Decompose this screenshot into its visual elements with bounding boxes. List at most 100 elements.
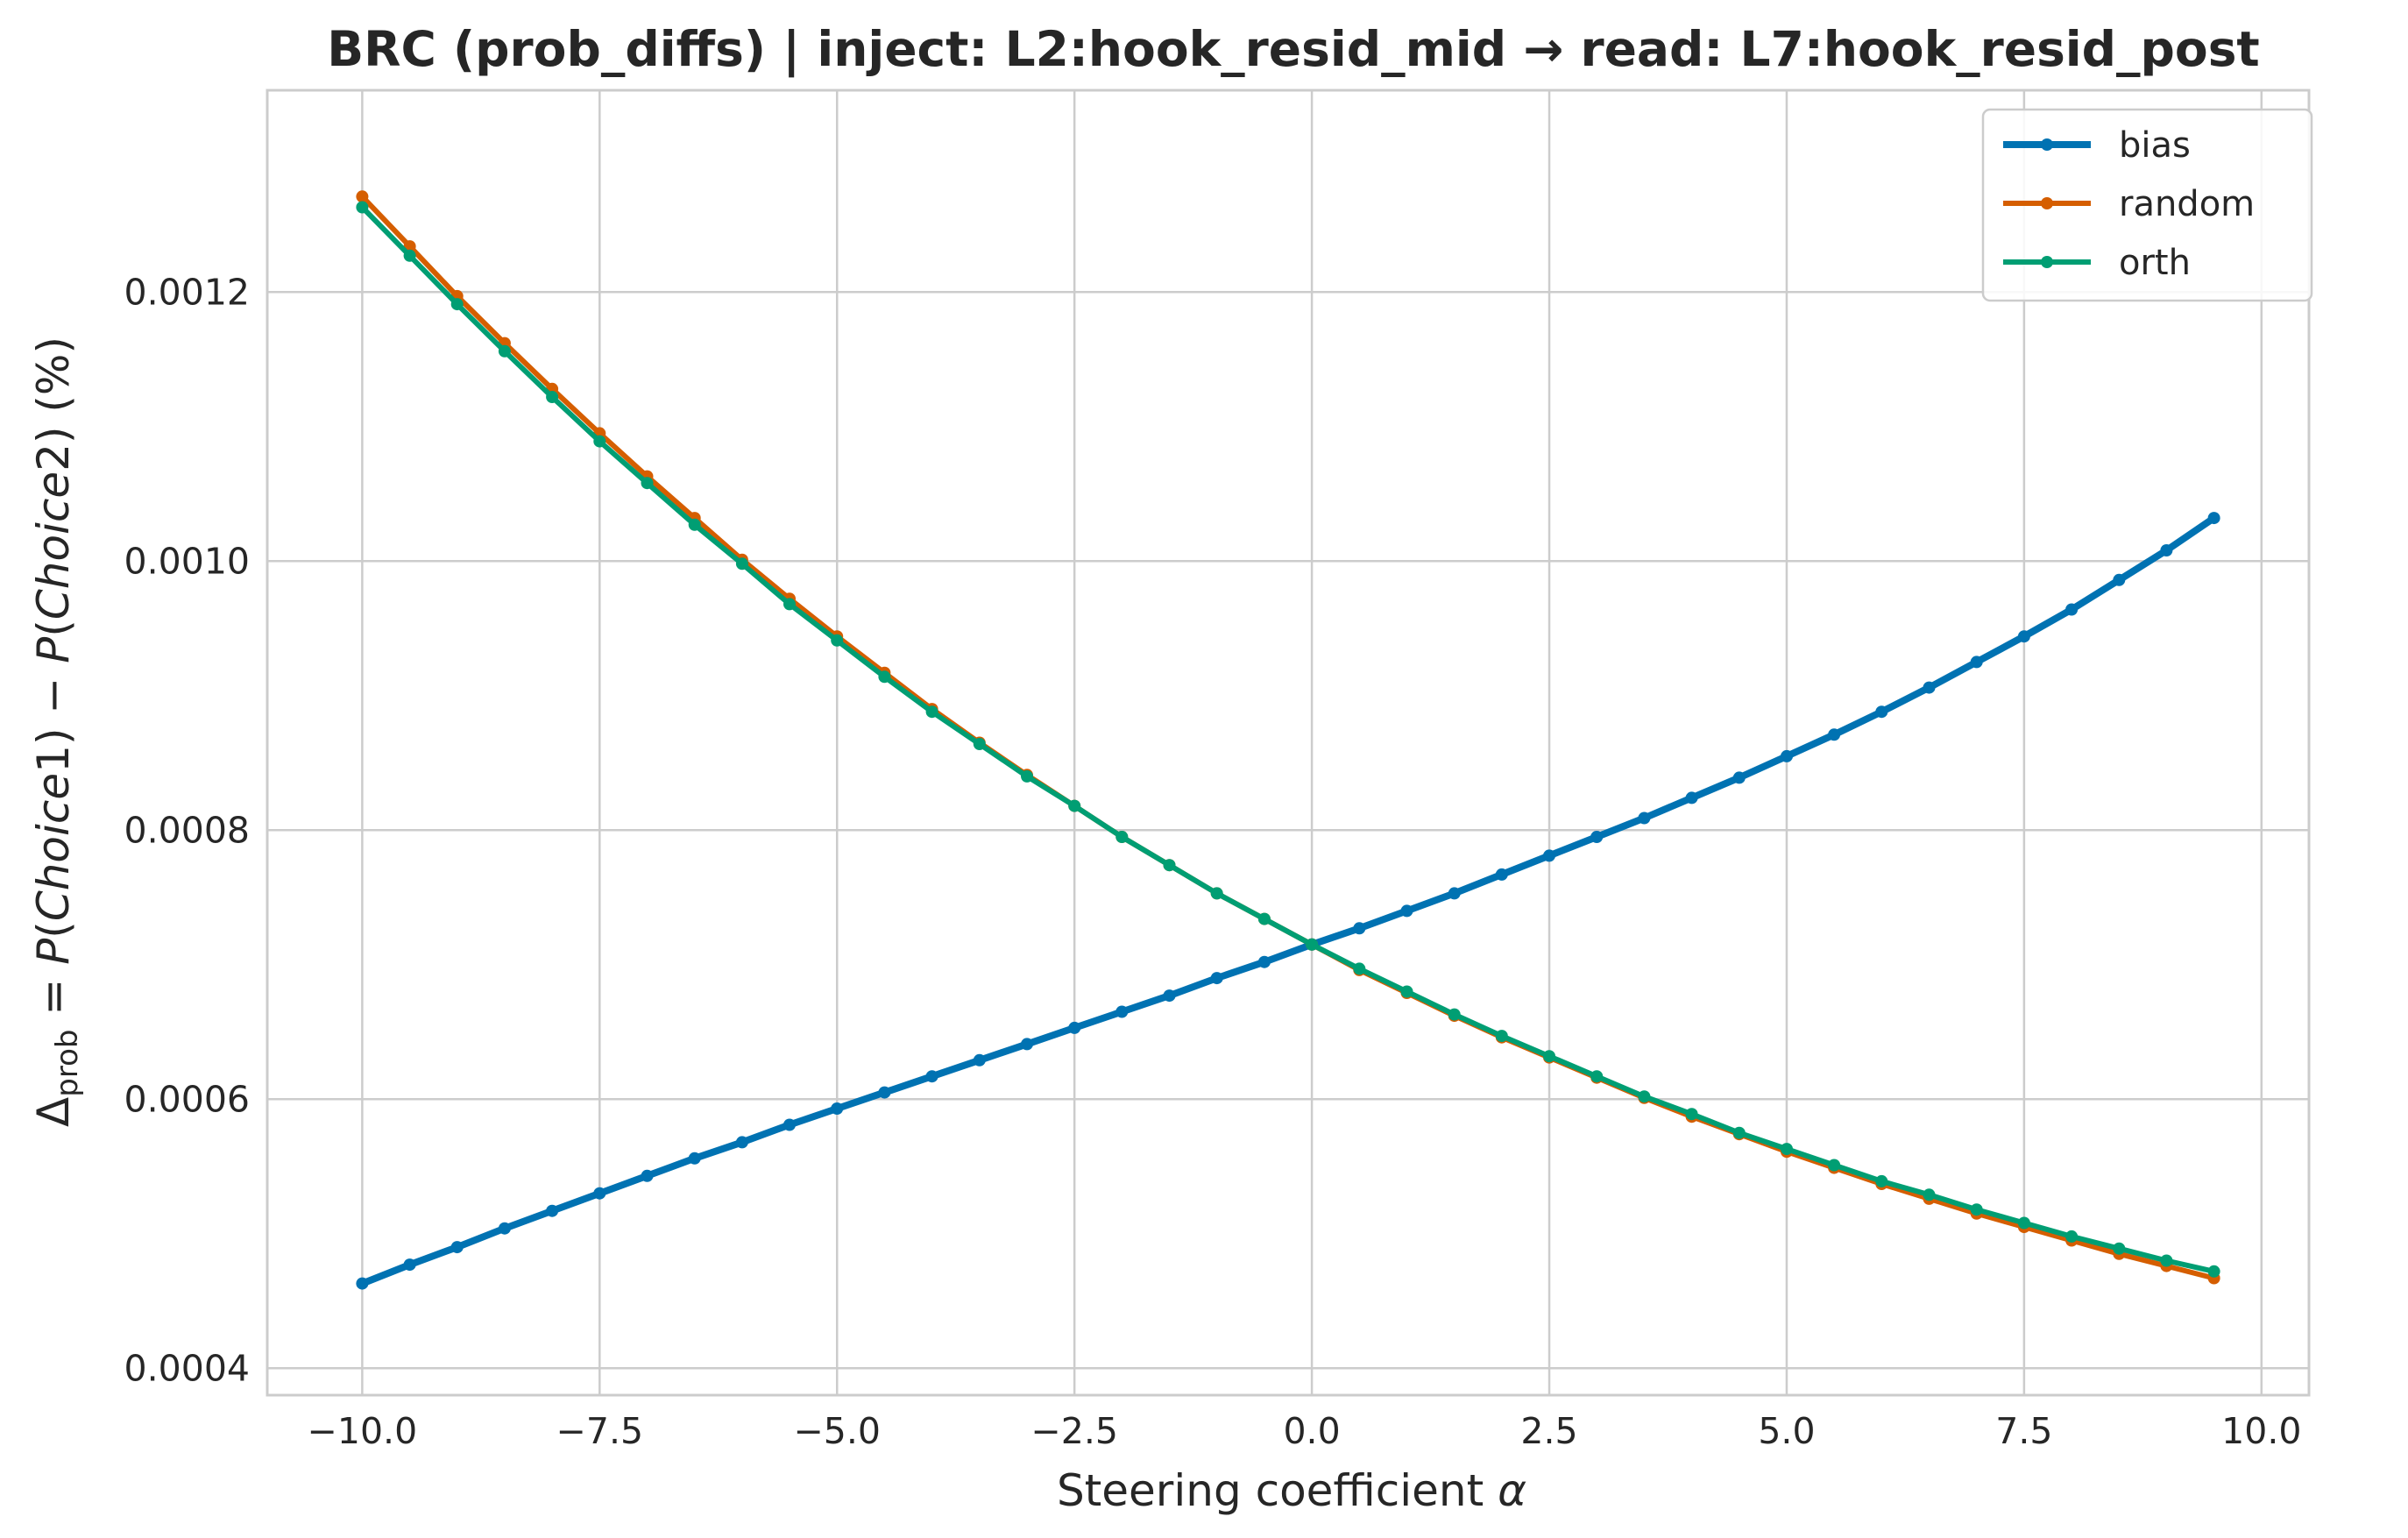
data-point-orth: [878, 670, 891, 684]
data-point-bias: [593, 1187, 606, 1200]
x-tick-label: 2.5: [1520, 1410, 1577, 1452]
data-point-bias: [2065, 603, 2079, 616]
data-point-orth: [735, 557, 748, 571]
data-point-orth: [1448, 1008, 1461, 1021]
data-point-orth: [1257, 912, 1271, 925]
y-label-two: 2: [28, 443, 79, 471]
data-point-orth: [1970, 1203, 1983, 1216]
data-point-bias: [1543, 849, 1555, 862]
legend-label: bias: [2119, 125, 2191, 166]
data-point-bias: [2113, 573, 2126, 586]
data-point-bias: [356, 1277, 369, 1290]
data-point-bias: [1163, 989, 1176, 1003]
data-point-bias: [1638, 812, 1651, 825]
data-point-bias: [973, 1053, 986, 1067]
series-line-orth: [359, 204, 2217, 1274]
data-point-orth: [1875, 1174, 1888, 1187]
y-label-close2: ): [28, 426, 79, 443]
data-point-orth: [1495, 1030, 1508, 1043]
data-point-bias: [1781, 749, 1793, 762]
legend-swatch-marker: [2041, 138, 2053, 151]
x-axis-label-text: Steering coefficient: [1057, 1465, 1498, 1516]
data-point-bias: [1448, 887, 1461, 900]
data-point-orth: [1163, 859, 1176, 872]
data-point-orth: [1590, 1070, 1604, 1083]
series-bias: [356, 512, 2220, 1290]
data-point-orth: [2207, 1265, 2220, 1278]
data-point-bias: [1400, 904, 1413, 918]
data-point-bias: [1495, 868, 1508, 881]
legend-swatch-marker: [2041, 197, 2053, 209]
y-label-minus: −: [28, 663, 79, 728]
legend-box: [1981, 108, 2313, 302]
y-label-close1: ): [28, 728, 79, 746]
data-point-bias: [2160, 544, 2173, 556]
y-label-one: 1: [28, 745, 79, 773]
x-tick-label: −7.5: [556, 1410, 644, 1452]
data-point-bias: [1923, 681, 1936, 694]
legend-label: random: [2119, 184, 2255, 224]
data-point-orth: [1068, 799, 1081, 812]
data-point-orth: [831, 634, 844, 647]
data-point-bias: [498, 1222, 511, 1235]
y-label-p2: P: [28, 636, 79, 663]
data-point-orth: [403, 249, 416, 262]
y-tick-label: 0.0010: [124, 540, 250, 582]
data-point-orth: [1400, 985, 1413, 998]
data-point-bias: [1068, 1021, 1081, 1034]
y-tick-label: 0.0008: [124, 809, 250, 851]
legend-item-bias: bias: [2003, 125, 2191, 166]
legend-label: orth: [2119, 243, 2191, 283]
data-point-orth: [2113, 1242, 2126, 1255]
data-point-orth: [2017, 1216, 2030, 1230]
y-label-choice1: Choice: [28, 773, 79, 921]
data-point-bias: [1021, 1038, 1033, 1051]
data-point-orth: [1306, 938, 1319, 951]
x-tick-label: 10.0: [2221, 1410, 2301, 1452]
data-point-bias: [1115, 1005, 1129, 1018]
x-tick-label: −2.5: [1030, 1410, 1118, 1452]
data-point-bias: [1590, 831, 1604, 843]
data-point-random: [356, 190, 369, 203]
legend-swatch-marker: [2041, 256, 2053, 268]
data-point-orth: [641, 477, 654, 490]
data-point-orth: [450, 298, 464, 311]
data-point-orth: [688, 518, 701, 531]
plot-area: [266, 89, 2311, 1397]
y-label-delta: Δ: [28, 1097, 79, 1127]
data-point-orth: [1638, 1090, 1651, 1103]
data-point-bias: [925, 1070, 938, 1083]
y-tick-label: 0.0012: [124, 271, 250, 313]
y-label-open2: (: [28, 620, 79, 637]
y-label-subscript: prob: [50, 1030, 85, 1097]
data-point-orth: [1543, 1050, 1555, 1063]
data-point-bias: [1828, 728, 1841, 741]
data-point-bias: [1970, 656, 1983, 669]
data-point-orth: [2065, 1230, 2079, 1243]
data-point-orth: [1685, 1108, 1698, 1121]
data-point-orth: [1828, 1159, 1841, 1172]
y-tick-label: 0.0006: [124, 1078, 250, 1120]
data-point-bias: [1685, 791, 1698, 804]
x-axis-label: Steering coefficient α: [1057, 1465, 1526, 1516]
data-point-bias: [641, 1169, 654, 1182]
data-point-bias: [1732, 771, 1746, 784]
data-point-orth: [356, 201, 369, 214]
data-point-orth: [1353, 962, 1366, 975]
data-point-orth: [783, 598, 796, 611]
x-tick-label: 0.0: [1283, 1410, 1340, 1452]
data-point-orth: [546, 391, 559, 403]
data-point-bias: [878, 1086, 891, 1099]
data-point-bias: [2207, 512, 2220, 525]
x-tick-label: 7.5: [1995, 1410, 2052, 1452]
data-point-bias: [450, 1241, 464, 1254]
data-point-bias: [546, 1204, 559, 1217]
data-point-orth: [973, 738, 986, 750]
data-point-bias: [1210, 972, 1223, 985]
y-axis-label: Δprob = P(Choice1) − P(Choice2) (%): [28, 337, 85, 1127]
x-tick-label: −5.0: [793, 1410, 881, 1452]
data-point-bias: [735, 1136, 748, 1149]
series-layer: [356, 190, 2220, 1290]
legend-item-orth: orth: [2003, 243, 2191, 283]
data-point-orth: [925, 705, 938, 719]
